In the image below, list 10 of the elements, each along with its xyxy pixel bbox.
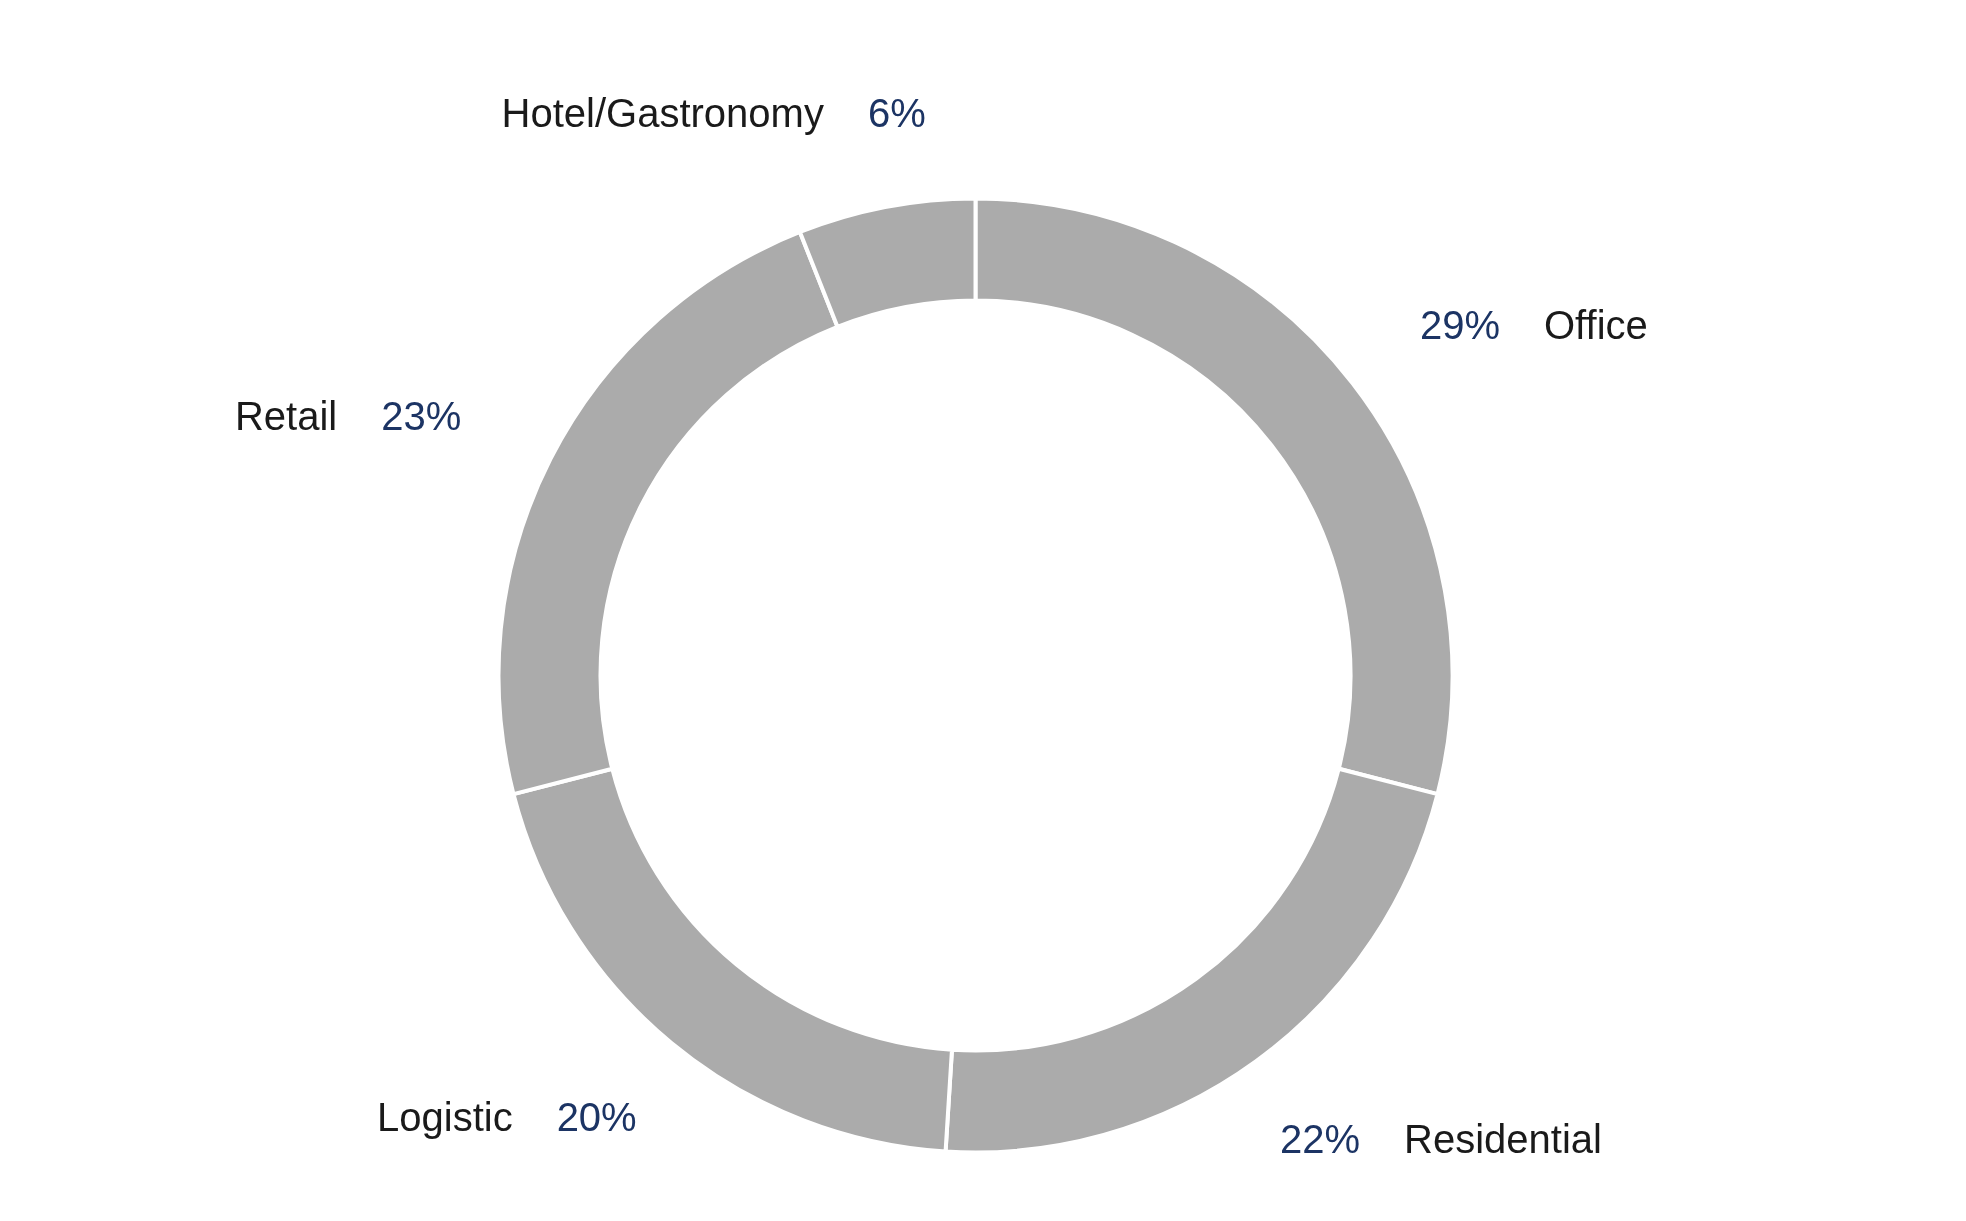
- data-label: 29%: [1419, 302, 1501, 347]
- slice-label: Logistic: [377, 1094, 513, 1139]
- data-label: 6%: [867, 91, 926, 136]
- slice-label: Hotel/Gastronomy: [501, 91, 824, 136]
- slice-label: Residential: [1404, 1116, 1602, 1161]
- data-label: 20%: [556, 1094, 637, 1139]
- data-label: 23%: [381, 393, 462, 438]
- slice-label: Office: [1544, 302, 1648, 347]
- slice-label: Retail: [234, 393, 338, 438]
- data-label: 22%: [1279, 1116, 1361, 1161]
